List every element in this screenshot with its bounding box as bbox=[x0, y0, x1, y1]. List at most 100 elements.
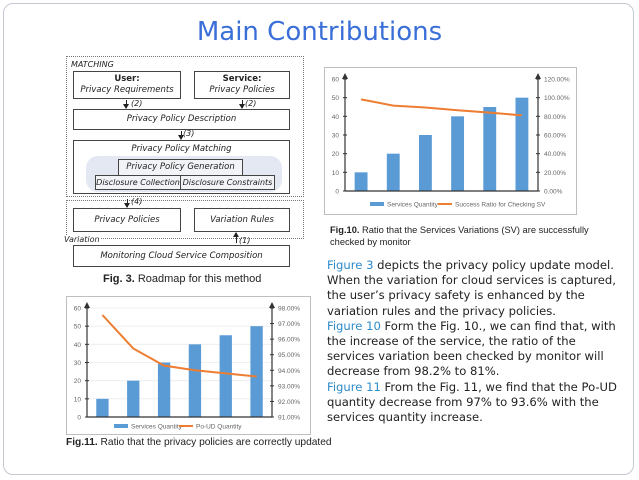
tick-label-right: 20.00% bbox=[544, 170, 566, 177]
axis-arrow-right bbox=[269, 302, 275, 308]
legend-line-label: Po-UD Quantity bbox=[196, 424, 242, 431]
monitoring-box: Monitoring Cloud Service Composition bbox=[73, 245, 290, 267]
monitoring-label: Monitoring Cloud Service Composition bbox=[100, 250, 263, 261]
tick-label-right: 96.00% bbox=[278, 337, 300, 344]
tick-label-right: 120.00% bbox=[544, 77, 570, 84]
fig11-caption-text: Ratio that the privacy policies are corr… bbox=[97, 437, 332, 448]
step-2b-label: (2) bbox=[245, 99, 257, 108]
step-3-label: (3) bbox=[183, 129, 195, 138]
user-box-title: User: bbox=[114, 74, 140, 84]
slide-title: Main Contributions bbox=[196, 17, 443, 47]
step-2a-label: (2) bbox=[131, 99, 143, 108]
tick-label-left: 10 bbox=[332, 170, 340, 177]
tick-label-right: 80.00% bbox=[544, 114, 566, 121]
variation-rules-box: Variation Rules bbox=[194, 208, 290, 232]
figure-10-ref: Figure 10 bbox=[327, 318, 381, 333]
tick-label-left: 30 bbox=[332, 133, 340, 140]
fig11-caption: Fig.11. Ratio that the privacy policies … bbox=[66, 437, 332, 448]
figure-3-ref: Figure 3 bbox=[327, 258, 374, 272]
arrow-step-2a bbox=[123, 100, 129, 109]
service-box-subtitle: Privacy Policies bbox=[209, 85, 275, 95]
tick-label-left: 10 bbox=[74, 396, 82, 403]
policy-generation-box: Privacy Policy Generation bbox=[118, 159, 243, 176]
tick-label-left: 50 bbox=[74, 324, 82, 331]
variation-region bbox=[66, 200, 304, 239]
arrow-step-1 bbox=[233, 232, 239, 243]
user-box-subtitle: Privacy Requirements bbox=[80, 85, 174, 95]
legend-bar-swatch bbox=[370, 202, 384, 206]
tick-label-right: 98.00% bbox=[278, 306, 300, 313]
service-box-title: Service: bbox=[222, 74, 262, 84]
paragraph-fig10-text: Form the Fig. 10., we can find that, wit… bbox=[327, 318, 616, 379]
figure-11-ref: Figure 11 bbox=[327, 379, 381, 394]
fig10-caption-text: Ratio that the Services Variations (SV) … bbox=[330, 225, 589, 247]
paragraph-fig3: Figure 3 depicts the privacy policy upda… bbox=[327, 258, 617, 319]
disclosure-collection-label: Disclosure Collection bbox=[96, 178, 180, 187]
policy-description-label: Privacy Policy Description bbox=[126, 114, 237, 124]
bar-services-quantity bbox=[515, 97, 529, 191]
privacy-policies-box: Privacy Policies bbox=[73, 208, 181, 232]
bar-services-quantity bbox=[127, 380, 140, 417]
matching-region bbox=[66, 56, 304, 197]
legend-line-label: Success Ratio for Checking SV bbox=[455, 202, 546, 209]
tick-label-left: 40 bbox=[74, 342, 82, 349]
legend-bar-swatch bbox=[114, 424, 128, 428]
tick-label-right: 94.00% bbox=[278, 368, 300, 375]
bar-services-quantity bbox=[483, 107, 497, 191]
fig3-caption-text: Roadmap for this method bbox=[134, 273, 262, 285]
variation-rules-label: Variation Rules bbox=[210, 214, 274, 225]
tick-label-right: 93.00% bbox=[278, 383, 300, 390]
tick-label-left: 40 bbox=[332, 114, 340, 121]
user-requirements-box: User: Privacy Requirements bbox=[73, 71, 181, 99]
matching-label: MATCHING bbox=[71, 60, 114, 69]
tick-label-right: 97.00% bbox=[278, 321, 300, 328]
tick-label-left: 20 bbox=[74, 378, 82, 385]
tick-label-right: 92.00% bbox=[278, 399, 300, 406]
policy-generation-label: Privacy Policy Generation bbox=[126, 162, 235, 172]
legend-bar-label: Services Quantity bbox=[131, 424, 183, 431]
disclosure-constraints-label: Disclosure Constraints bbox=[182, 178, 273, 187]
paragraph-fig11-text: From the Fig. 11, we find that the Po-UD… bbox=[327, 379, 617, 425]
bar-services-quantity bbox=[386, 153, 400, 191]
tick-label-left: 0 bbox=[77, 415, 81, 422]
tick-label-right: 60.00% bbox=[544, 133, 566, 140]
fig10-caption-prefix: Fig.10. bbox=[330, 225, 360, 235]
bar-services-quantity bbox=[157, 362, 171, 417]
variation-label: Variation bbox=[64, 235, 100, 244]
tick-label-left: 50 bbox=[332, 95, 340, 102]
fig3-caption: Fig. 3. Roadmap for this method bbox=[103, 273, 261, 285]
policy-matching-label: Privacy Policy Matching bbox=[131, 144, 232, 154]
service-policies-box: Service: Privacy Policies bbox=[194, 71, 290, 99]
bar-services-quantity bbox=[188, 344, 202, 417]
arrow-step-2b bbox=[239, 100, 245, 109]
tick-label-left: 20 bbox=[332, 151, 340, 158]
disclosure-collection-box: Disclosure Collection bbox=[95, 175, 181, 190]
bar-services-quantity bbox=[96, 398, 109, 417]
arrow-step-4 bbox=[124, 199, 130, 208]
disclosure-constraints-box: Disclosure Constraints bbox=[180, 175, 275, 190]
fig3-caption-prefix: Fig. 3. bbox=[103, 273, 135, 285]
bar-services-quantity bbox=[451, 116, 465, 191]
fig11-chart-svg: 0 10 20 30 40 50 60 91.00% 92.00% 93.00% 94.00% 95.… bbox=[74, 302, 300, 431]
fig10-chart: 0 10 20 30 40 50 60 0.00% 20.00% 40.00% 60.00% 80.0… bbox=[324, 67, 577, 215]
tick-label-left: 60 bbox=[74, 306, 82, 313]
fig11-caption-prefix: Fig.11. bbox=[66, 437, 98, 448]
fig10-chart-svg: 0 10 20 30 40 50 60 0.00% 20.00% 40.00% 60.00% 80.0… bbox=[332, 73, 570, 209]
step-4-label: (4) bbox=[131, 197, 143, 206]
axis-arrow-right bbox=[535, 73, 541, 79]
tick-label-left: 60 bbox=[332, 77, 340, 84]
legend-bar-label: Services Quantity bbox=[387, 202, 439, 209]
tick-label-right: 0.00% bbox=[544, 189, 563, 196]
paragraph-fig10: Figure 10 Form the Fig. 10., we can find… bbox=[327, 319, 617, 380]
tick-label-right: 40.00% bbox=[544, 151, 566, 158]
line-series bbox=[360, 98, 523, 117]
bar-services-quantity bbox=[250, 326, 263, 417]
body-text: Figure 3 depicts the privacy policy upda… bbox=[327, 258, 617, 425]
axis-arrow-left bbox=[84, 302, 90, 308]
privacy-policies-label: Privacy Policies bbox=[94, 214, 160, 225]
fig10-caption: Fig.10. Ratio that the Services Variatio… bbox=[330, 224, 620, 248]
axis-arrow-left bbox=[342, 73, 348, 79]
paragraph-fig3-text: depicts the privacy policy update model.… bbox=[327, 258, 616, 318]
bar-services-quantity bbox=[219, 335, 232, 417]
tick-label-left: 0 bbox=[335, 189, 339, 196]
